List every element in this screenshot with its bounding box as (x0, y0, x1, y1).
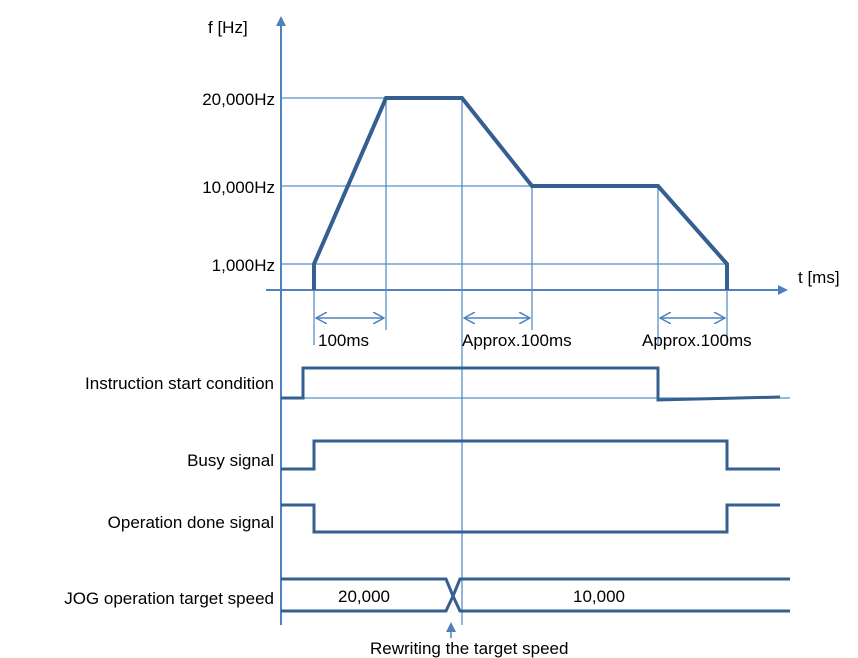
frequency-waveform (312, 96, 729, 290)
busy-waveform (281, 439, 780, 471)
signal-label-busy: Busy signal (187, 451, 274, 470)
instruction-start-waveform (281, 366, 781, 402)
interval-label-1: 100ms (318, 331, 369, 350)
target-speed-value-2: 10,000 (573, 587, 625, 606)
signal-label-instruction-start: Instruction start condition (85, 374, 274, 393)
operation-done-waveform (281, 503, 780, 534)
target-speed-value-1: 20,000 (338, 587, 390, 606)
signal-label-jog-target: JOG operation target speed (64, 589, 274, 608)
interval-label-3: Approx.100ms (642, 331, 752, 350)
freq-label-10000: 10,000Hz (202, 178, 275, 197)
freq-label-1000: 1,000Hz (212, 256, 275, 275)
interval-label-2: Approx.100ms (462, 331, 572, 350)
signal-label-operation-done: Operation done signal (108, 513, 274, 532)
freq-label-20000: 20,000Hz (202, 90, 275, 109)
rewrite-annotation: Rewriting the target speed (370, 639, 568, 658)
x-axis-label: t [ms] (798, 268, 840, 287)
y-axis-label: f [Hz] (208, 18, 248, 37)
target-speed-bus-bottom (281, 592, 790, 613)
